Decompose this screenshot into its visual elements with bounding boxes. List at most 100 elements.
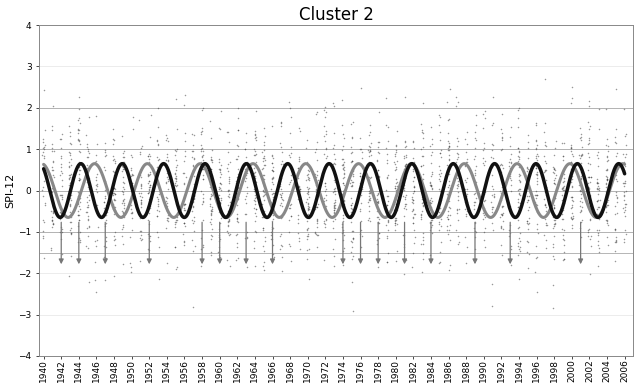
Point <box>294 158 304 164</box>
Point <box>478 216 488 222</box>
Point <box>187 131 197 137</box>
Point <box>320 114 330 120</box>
Point <box>568 213 578 219</box>
Point <box>548 163 558 170</box>
Point <box>295 186 305 192</box>
Point <box>311 189 321 196</box>
Point <box>373 219 383 225</box>
Point <box>427 169 437 175</box>
Point <box>224 159 235 165</box>
Point <box>355 191 366 197</box>
Point <box>56 164 66 170</box>
Point <box>319 198 329 204</box>
Point <box>206 135 216 141</box>
Point <box>417 199 427 205</box>
Point <box>160 180 171 186</box>
Point <box>180 102 190 109</box>
Point <box>444 157 454 163</box>
Point <box>205 208 215 214</box>
Point <box>583 137 594 143</box>
Point <box>328 209 339 215</box>
Point <box>39 153 49 159</box>
Point <box>178 231 189 237</box>
Point <box>146 112 156 118</box>
Point <box>425 219 435 225</box>
Point <box>100 202 111 208</box>
Point <box>65 201 75 207</box>
Point <box>407 196 417 202</box>
Point <box>258 149 268 155</box>
Point <box>258 243 268 249</box>
Point <box>470 170 480 176</box>
Point <box>56 224 66 230</box>
Point <box>399 182 409 188</box>
Point <box>515 206 525 212</box>
Point <box>427 135 437 142</box>
Point <box>584 204 594 210</box>
Point <box>531 195 541 201</box>
Point <box>40 142 50 148</box>
Point <box>109 233 119 239</box>
Point <box>84 175 94 181</box>
Point <box>100 207 110 213</box>
Point <box>152 163 162 170</box>
Point <box>347 239 357 245</box>
Point <box>302 227 312 233</box>
Point <box>258 210 268 216</box>
Point <box>364 215 374 221</box>
Point <box>452 142 462 149</box>
Point <box>267 176 277 182</box>
Point <box>135 182 146 189</box>
Point <box>127 189 137 195</box>
Point <box>259 196 269 203</box>
Point <box>514 190 525 196</box>
Point <box>381 174 392 180</box>
Point <box>118 197 128 203</box>
Point <box>294 184 304 191</box>
Point <box>347 279 357 285</box>
Point <box>442 130 452 137</box>
Point <box>461 193 471 199</box>
Point <box>310 229 320 236</box>
Point <box>286 258 296 265</box>
Point <box>127 182 137 188</box>
Point <box>348 119 358 125</box>
Point <box>267 159 277 166</box>
Point <box>100 140 111 146</box>
Point <box>443 217 453 223</box>
Point <box>302 256 312 262</box>
Point <box>223 129 233 135</box>
Point <box>232 197 242 203</box>
Point <box>453 137 463 144</box>
Point <box>531 122 541 128</box>
Point <box>249 238 259 244</box>
Point <box>470 219 481 225</box>
Point <box>73 212 83 218</box>
Point <box>65 219 75 225</box>
Point <box>373 139 383 146</box>
Point <box>320 163 330 170</box>
Point <box>470 128 481 135</box>
Point <box>38 164 48 170</box>
Point <box>266 186 277 192</box>
Point <box>452 99 463 105</box>
Point <box>497 130 507 137</box>
Point <box>593 191 603 197</box>
Point <box>46 196 56 203</box>
Point <box>416 146 426 152</box>
Point <box>550 217 560 223</box>
Point <box>355 227 366 234</box>
Point <box>171 219 181 225</box>
Point <box>276 242 286 248</box>
Point <box>242 170 252 176</box>
Point <box>329 210 339 216</box>
Point <box>417 190 427 196</box>
Point <box>144 247 154 253</box>
Point <box>171 176 181 182</box>
Point <box>373 199 383 206</box>
Point <box>592 211 603 217</box>
Point <box>530 192 541 198</box>
Point <box>417 208 427 214</box>
Point <box>585 161 595 167</box>
Point <box>259 176 269 182</box>
